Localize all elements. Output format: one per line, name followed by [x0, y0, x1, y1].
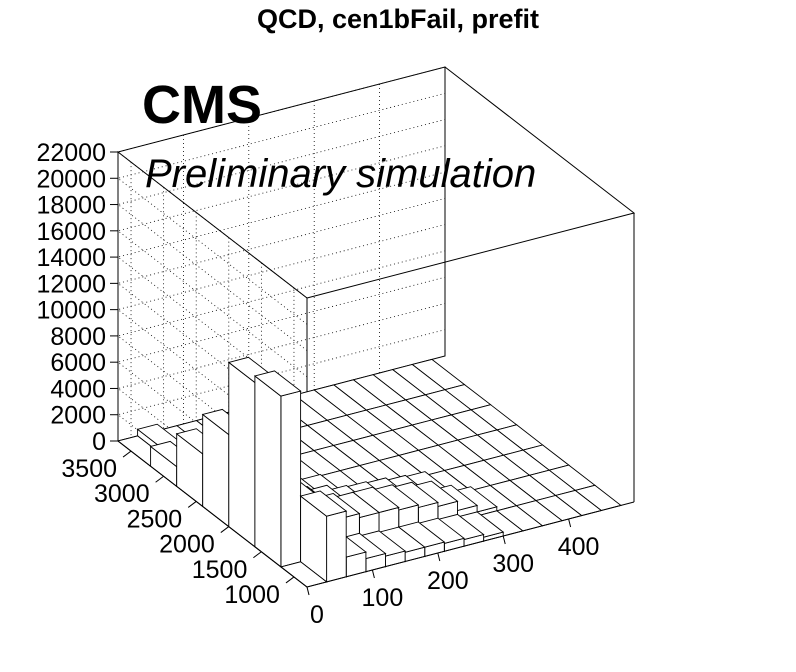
- z-tick-label: 2000: [50, 402, 106, 430]
- y-tick-label: 3000: [94, 480, 150, 508]
- z-gridline: [117, 66, 446, 299]
- z-gridline: [117, 198, 446, 430]
- x-tick-label: 100: [362, 584, 404, 612]
- z-tick-label: 4000: [50, 375, 106, 403]
- ticks-layer: 0200040006000800010000120001400016000180…: [36, 139, 599, 629]
- chart-title: QCD, cen1bFail, prefit: [256, 4, 540, 34]
- y-tick-label: 2000: [159, 531, 215, 559]
- z-tick-label: 8000: [50, 323, 106, 351]
- preliminary-simulation-label: Preliminary simulation: [145, 152, 537, 196]
- grid-layer: [117, 66, 636, 589]
- z-gridline: [117, 145, 446, 378]
- z-tick-label: 6000: [50, 349, 106, 377]
- z-gridline: [117, 171, 446, 404]
- z-gridline: [117, 329, 446, 562]
- y-axis-line: [117, 440, 308, 588]
- z-tick-label: 14000: [36, 244, 106, 272]
- bars-layer: [116, 356, 622, 588]
- x-tick-label: 400: [558, 533, 600, 561]
- z-gridline: [117, 92, 446, 325]
- y-tick-label: 2500: [127, 505, 183, 533]
- z-tick-label: 22000: [36, 139, 106, 167]
- x-axis-line: [306, 501, 635, 588]
- y-tick-label: 3500: [61, 455, 117, 483]
- z-tick-label: 10000: [36, 297, 106, 325]
- lego-bar: [299, 490, 348, 583]
- z-tick-label: 20000: [36, 165, 106, 193]
- z-gridline: [117, 276, 446, 509]
- y-tick-label: 1500: [192, 556, 248, 584]
- z-gridline: [117, 303, 446, 535]
- z-tick-label: 0: [92, 428, 106, 456]
- lego-bar: [253, 370, 302, 568]
- z-gridline: [117, 119, 446, 351]
- z-gridline: [117, 250, 446, 483]
- z-tick-label: 12000: [36, 270, 106, 298]
- z-tick-label: 16000: [36, 218, 106, 246]
- axes-layer: [117, 152, 635, 588]
- z-tick-label: 18000: [36, 192, 106, 220]
- y-tick-label: 1000: [224, 581, 280, 609]
- x-tick-label: 300: [492, 550, 534, 578]
- x-tick-label: 200: [427, 567, 469, 595]
- cms-label: CMS: [142, 75, 262, 135]
- x-tick-label: 0: [310, 601, 324, 629]
- z-gridline: [117, 224, 446, 456]
